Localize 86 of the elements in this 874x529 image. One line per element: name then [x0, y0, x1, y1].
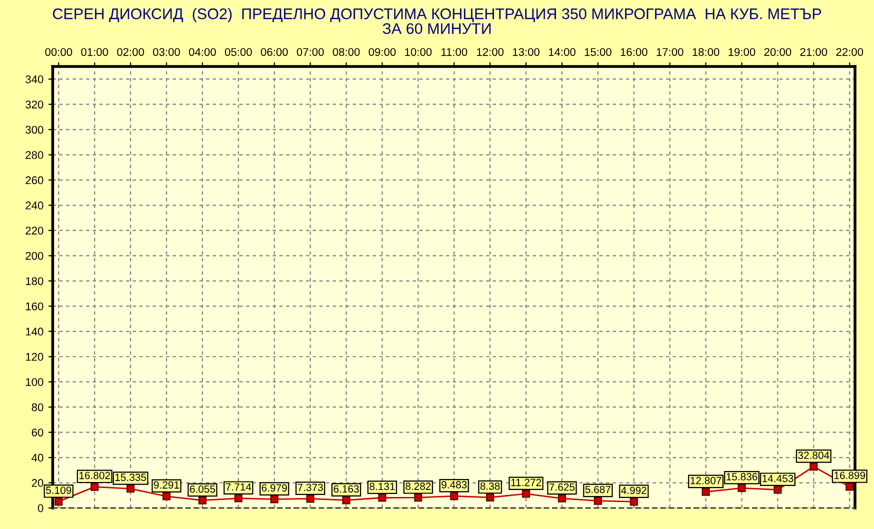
point — [630, 498, 638, 506]
data-label: 7.373 — [298, 484, 323, 492]
chart-title: СЕРЕН ДИОКСИД (SO2) ПРЕДЕЛНО ДОПУСТИМА КОНЦЕНТРАЦИЯ 350 МИКРОГРАМА НА КУБ. МЕТЪР ЗА 60 МИНУТИ — [52, 8, 822, 34]
point — [522, 490, 530, 498]
y-tick-label: 60 — [32, 428, 44, 436]
x-tick-label: 04:00 — [188, 48, 216, 56]
y-tick-label: 280 — [26, 151, 44, 159]
point — [126, 484, 135, 493]
y-tick-label: 320 — [26, 100, 44, 108]
x-tick-label: 12:00 — [477, 48, 504, 56]
x-tick-label: 03:00 — [153, 48, 180, 56]
x-tick-label: 21:00 — [800, 48, 828, 56]
x-tick-label: 01:00 — [81, 48, 108, 56]
point — [594, 496, 602, 505]
point — [558, 494, 566, 502]
data-label: 7.625 — [549, 483, 575, 491]
point — [234, 494, 242, 502]
data-label: 9.483 — [442, 481, 467, 488]
x-tick-label: 13:00 — [512, 48, 540, 56]
x-tick-label: 15:00 — [584, 48, 612, 56]
y-tick-label: 200 — [26, 252, 44, 260]
x-tick-label: 06:00 — [260, 48, 288, 56]
point — [810, 462, 818, 471]
y-tick-label: 100 — [26, 378, 44, 386]
y-tick-label: 0 — [38, 504, 44, 512]
point — [378, 494, 386, 502]
y-tick-label: 300 — [26, 126, 44, 134]
data-label: 12.807 — [690, 476, 722, 484]
data-label: 32.804 — [798, 452, 830, 460]
data-label: 8.282 — [406, 482, 431, 490]
data-label: 7.714 — [226, 483, 252, 491]
point — [702, 488, 710, 496]
point — [306, 494, 314, 503]
point — [54, 498, 63, 506]
data-label: 14.453 — [762, 474, 794, 482]
data-label: 6.979 — [262, 484, 287, 492]
data-label: 16.802 — [79, 472, 110, 480]
x-tick-label: 05:00 — [224, 48, 252, 56]
x-tick-label: 11:00 — [441, 48, 468, 56]
data-label: 6.055 — [190, 485, 216, 493]
data-label: 5.687 — [585, 486, 610, 494]
x-tick-label: 07:00 — [296, 48, 324, 56]
x-tick-label: 09:00 — [368, 48, 396, 56]
y-tick-label: 140 — [26, 328, 44, 336]
y-tick-label: 40 — [32, 454, 44, 462]
y-tick-label: 120 — [26, 352, 44, 361]
y-tick-label: 80 — [32, 403, 44, 412]
data-label: 15.335 — [115, 474, 146, 482]
x-tick-label: 18:00 — [692, 48, 720, 56]
x-tick-label: 17:00 — [656, 48, 684, 56]
point — [774, 486, 782, 494]
data-label: 5.109 — [46, 486, 72, 494]
point — [342, 496, 350, 504]
x-tick-label: 08:00 — [332, 48, 360, 56]
x-tick-label: 20:00 — [764, 48, 792, 56]
data-label: 9.291 — [154, 481, 180, 489]
x-tick-label: 00:00 — [45, 48, 72, 56]
x-tick-label: 22:00 — [836, 48, 864, 56]
point — [414, 494, 422, 502]
y-tick-label: 180 — [26, 277, 44, 286]
data-label: 16.899 — [834, 472, 866, 480]
y-tick-label: 160 — [26, 302, 44, 310]
point — [198, 496, 206, 504]
point — [486, 493, 494, 502]
data-label: 6.163 — [334, 485, 359, 493]
y-tick-label: 220 — [26, 226, 44, 235]
x-tick-label: 19:00 — [728, 48, 756, 56]
point — [846, 482, 854, 491]
point — [270, 495, 278, 504]
data-label: 4.992 — [621, 486, 646, 494]
point — [162, 492, 171, 500]
point — [90, 482, 99, 491]
y-tick-label: 240 — [26, 202, 44, 210]
data-label: 8.131 — [370, 482, 395, 490]
x-tick-label: 14:00 — [548, 48, 576, 56]
y-tick-label: 340 — [26, 75, 44, 84]
data-label: 15.836 — [726, 473, 758, 480]
x-tick-label: 10:00 — [405, 48, 432, 56]
y-tick-label: 260 — [26, 176, 44, 184]
x-tick-label: 16:00 — [620, 48, 648, 56]
point — [450, 492, 458, 500]
data-label: 11.272 — [511, 478, 542, 486]
point — [738, 484, 746, 492]
y-tick-label: 20 — [32, 479, 44, 487]
data-label: 8.38 — [480, 482, 500, 490]
x-tick-label: 02:00 — [117, 48, 144, 56]
